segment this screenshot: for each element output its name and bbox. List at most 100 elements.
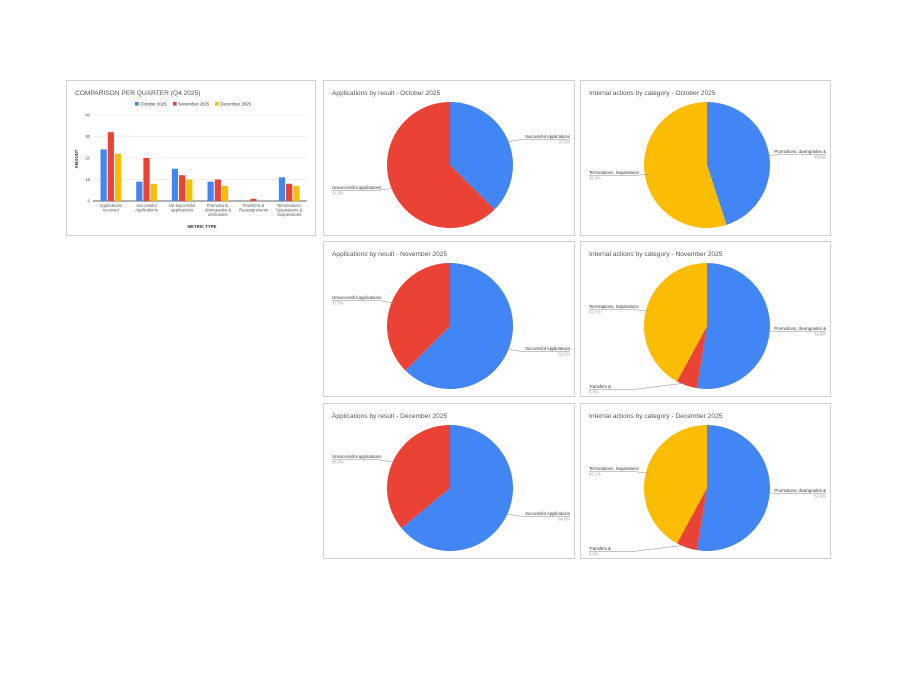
pie-leader-2 [589, 309, 649, 312]
x-tick-label-1-0: Successful [136, 203, 156, 208]
pie-chart-applications-october: Applications by result - October 2025 Su… [332, 90, 570, 228]
pie-slices [644, 425, 770, 551]
pie-pct-1: 37.5% [332, 300, 344, 305]
x-tick-label-2-1: applications [171, 208, 193, 213]
pie-label-1: Terminations, Separations [589, 170, 639, 175]
chart-legend: October 2025 November 2025 December 2025 [135, 101, 252, 106]
x-tick-label-3-0: Promotions, [207, 203, 229, 208]
x-tick-label-5-1: Separations & [276, 208, 303, 213]
bar-0-1 [107, 132, 114, 201]
pie-pct-1: 5.3% [589, 389, 599, 394]
legend-label-1: November 2025 [179, 101, 210, 106]
legend-swatch-1 [173, 102, 177, 106]
pie-slice-1 [644, 102, 727, 228]
pie-label-1: Unsuccessful applications [332, 295, 381, 300]
pie-label-1: Unsuccessful applications [332, 185, 381, 190]
bar-1-1 [143, 158, 150, 201]
x-tick-label-5-2: Suspensions [277, 212, 301, 217]
pie-label-1: Unsuccessful applications [332, 454, 381, 459]
y-tick-label-0: 0 [88, 199, 91, 204]
pie-pct-0: 64.0% [558, 517, 570, 522]
bar-2-0 [171, 168, 179, 201]
pie-leader-0 [505, 139, 570, 143]
y-tick-label-3: 30 [85, 134, 90, 139]
bar-1-2 [150, 183, 157, 201]
pie-pct-2: 42.1% [589, 310, 601, 315]
bar-2-1 [179, 175, 186, 201]
pie-pct-1: 5.3% [589, 551, 599, 556]
pie-leader-1 [589, 382, 688, 390]
pie-chart-internal-november: Internal actions by category - November … [589, 251, 826, 394]
pie-card-internal-october: Internal actions by category - October 2… [580, 80, 831, 236]
chart-title: COMPARISON PER QUARTER (Q4 2025) [75, 90, 200, 97]
pie-slice-1 [676, 488, 707, 551]
pie-leader-1 [589, 544, 688, 552]
legend-swatch-0 [135, 102, 139, 106]
chart-title: Internal actions by category - December … [589, 413, 723, 420]
pie-leader-0 [766, 330, 826, 332]
bar-5-1 [286, 183, 293, 201]
x-tick-label-5-0: Terminations, [277, 203, 302, 208]
pie-pct-0: 62.5% [558, 352, 570, 357]
pie-leader-2 [589, 471, 649, 474]
pie-leader-0 [766, 154, 826, 156]
pie-leader-0 [504, 513, 570, 517]
bar-4-1 [250, 198, 257, 201]
chart-grid: 0 10 20 30 40 [85, 113, 307, 204]
pie-label-2: Terminations, Separations [589, 304, 639, 309]
pie-card-applications-october: Applications by result - October 2025 Su… [323, 80, 575, 236]
x-tick-label-3-2: demotions [208, 212, 227, 217]
chart-title: Internal actions by category - October 2… [589, 90, 716, 97]
bar-0-2 [114, 153, 122, 201]
pie-slice-1 [387, 102, 495, 228]
pie-pct-0: 52.6% [814, 331, 826, 336]
pie-slice-0 [696, 263, 770, 389]
pie-chart-internal-december: Internal actions by category - December … [589, 413, 826, 556]
pie-card-applications-december: Applications by result - December 2025 S… [323, 403, 575, 559]
x-tick-label-0-0: Applications [100, 203, 123, 208]
pie-leader-1 [332, 459, 396, 463]
legend-label-2: December 2025 [221, 101, 252, 106]
pie-label-1: Transfers & [589, 384, 611, 389]
pie-slice-0 [450, 102, 514, 210]
pie-slices [644, 102, 770, 228]
pie-leader-1 [332, 300, 395, 304]
pie-leader-1 [589, 174, 648, 176]
x-tick-label-3-1: downgrades & [204, 208, 231, 213]
bar-chart: COMPARISON PER QUARTER (Q4 2025) October… [74, 90, 307, 229]
chart-title: Applications by result - November 2025 [332, 251, 447, 258]
x-tick-label-4-1: Reassignments [239, 208, 268, 213]
chart-title: Internal actions by category - November … [589, 251, 723, 258]
bar-0-0 [100, 149, 107, 201]
x-tick-label-0-1: received [103, 208, 119, 213]
pie-pct-2: 42.1% [589, 472, 601, 477]
pie-labels: Promotions, downgrades &52.6% Transfers &… [589, 466, 826, 556]
bar-3-2 [221, 185, 229, 201]
pie-pct-1: 55.0% [589, 175, 601, 180]
chart-title: Applications by result - October 2025 [332, 90, 440, 97]
pie-slices [387, 102, 514, 228]
pie-slice-2 [644, 425, 707, 544]
pie-pct-0: 52.6% [814, 493, 826, 498]
chart-title: Applications by result - December 2025 [332, 413, 447, 420]
bar-3-0 [207, 181, 214, 201]
pie-chart-internal-october: Internal actions by category - October 2… [589, 90, 826, 228]
pie-label-0: Promotions, downgrades & [774, 326, 826, 331]
pie-label-0: Successful Applications [525, 134, 570, 139]
bar-2-2 [186, 179, 193, 201]
x-axis-label: METRIC TYPE [188, 224, 217, 229]
pie-slice-0 [405, 263, 513, 389]
pie-pct-0: 37.5% [558, 139, 570, 144]
chart-bars [100, 132, 300, 201]
pie-slice-2 [644, 263, 707, 382]
pie-pct-0: 45.0% [814, 155, 826, 160]
x-tick-label-1-1: Applications [135, 208, 158, 213]
x-tick-labels: ApplicationsreceivedSuccessfulApplicatio… [100, 203, 303, 217]
pie-pct-1: 36.0% [332, 459, 344, 464]
pie-labels: Promotions, downgrades &45.0% Termination… [589, 149, 826, 180]
bar-5-0 [278, 177, 286, 201]
pie-slices [387, 425, 513, 551]
x-tick-label-4-0: Transfers & [243, 203, 265, 208]
